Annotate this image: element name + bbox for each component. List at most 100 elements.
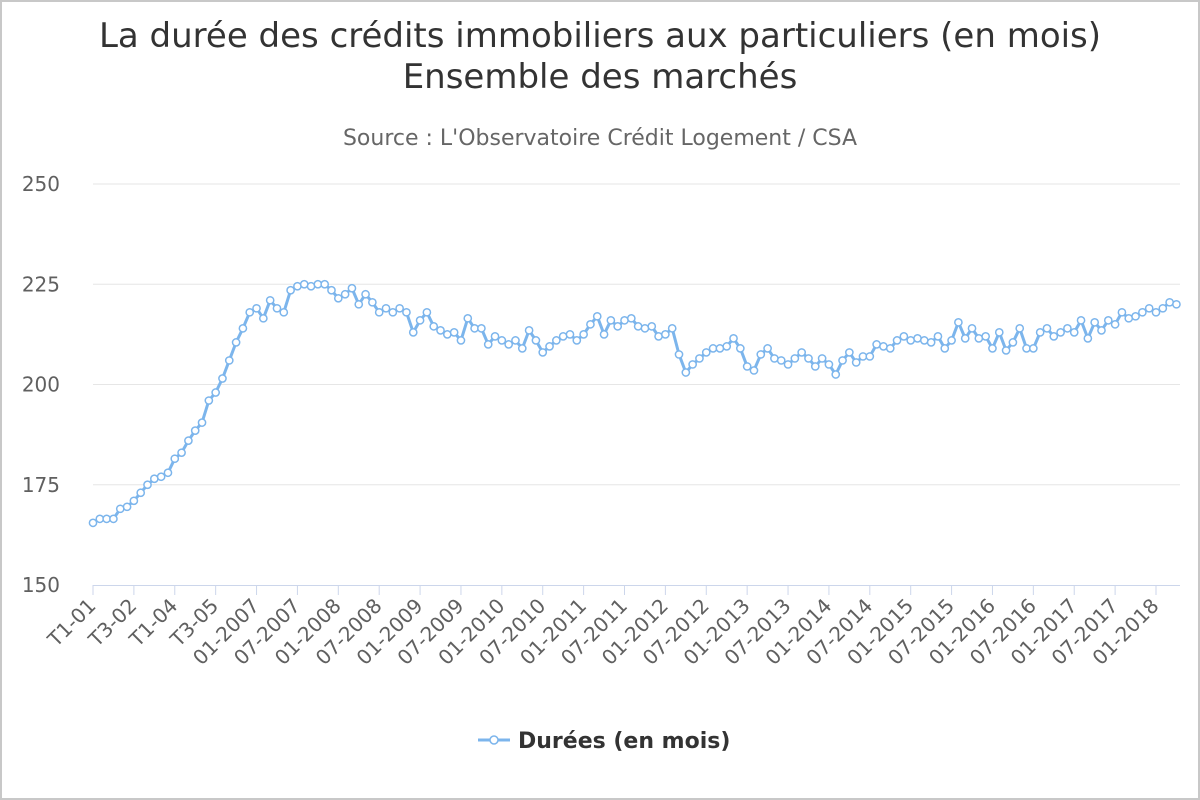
data-point xyxy=(531,336,541,345)
data-point xyxy=(817,354,827,363)
data-point xyxy=(742,362,752,371)
data-point xyxy=(224,356,234,365)
data-point xyxy=(327,285,336,295)
data-point xyxy=(211,388,220,397)
data-point xyxy=(1076,315,1086,325)
data-point xyxy=(129,496,139,506)
data-point xyxy=(790,354,800,363)
data-point xyxy=(347,283,357,293)
data-point xyxy=(763,344,772,353)
data-point xyxy=(381,303,391,313)
data-point xyxy=(143,480,152,490)
data-point xyxy=(408,328,418,337)
data-point xyxy=(109,514,118,524)
data-point xyxy=(1172,299,1181,309)
data-point xyxy=(449,328,459,337)
data-point xyxy=(865,352,875,361)
data-point xyxy=(824,360,834,369)
data-point xyxy=(156,472,166,482)
data-point xyxy=(463,313,473,323)
data-point xyxy=(674,350,684,359)
data-point xyxy=(1083,334,1093,343)
data-point xyxy=(1049,332,1059,341)
data-point xyxy=(722,342,732,351)
data-point xyxy=(538,348,548,357)
data-point xyxy=(695,354,704,363)
data-point xyxy=(1103,315,1113,325)
data-point xyxy=(954,317,963,327)
data-point xyxy=(286,285,295,295)
data-point xyxy=(1008,338,1018,347)
data-point xyxy=(606,315,616,325)
data-point xyxy=(504,340,514,349)
data-point xyxy=(1151,307,1161,317)
data-point xyxy=(885,344,895,353)
data-point xyxy=(1138,307,1147,317)
data-point xyxy=(374,307,384,317)
x-axis-labels: T1-01T3-02T1-04T3-0501-200707-200701-200… xyxy=(42,585,1164,670)
data-point xyxy=(586,320,595,329)
data-point xyxy=(1001,346,1011,355)
y-tick-label: 175 xyxy=(22,473,60,497)
data-point xyxy=(933,332,943,341)
data-point xyxy=(136,488,146,498)
data-point xyxy=(279,307,289,317)
data-point xyxy=(981,332,991,341)
data-point xyxy=(456,336,466,345)
series-markers xyxy=(88,279,1181,528)
data-point xyxy=(810,362,820,371)
data-point xyxy=(947,336,956,345)
data-point xyxy=(831,370,841,379)
data-point xyxy=(361,289,370,299)
data-point xyxy=(1029,344,1038,353)
data-point xyxy=(422,307,432,317)
chart-subtitle: Source : L'Observatoire Crédit Logement … xyxy=(343,126,857,151)
data-point xyxy=(265,295,275,305)
data-point xyxy=(647,322,657,331)
data-point xyxy=(477,324,486,333)
y-tick-label: 225 xyxy=(22,272,60,296)
data-point xyxy=(402,307,411,317)
data-point xyxy=(926,338,936,347)
data-point xyxy=(552,336,561,345)
legend-symbol-marker xyxy=(489,735,499,745)
data-point xyxy=(517,344,527,353)
data-point xyxy=(1069,328,1079,337)
chart-title-line-1: La durée des crédits immobiliers aux par… xyxy=(99,16,1101,56)
data-point xyxy=(776,356,786,365)
data-point xyxy=(960,334,970,343)
data-point xyxy=(197,418,207,427)
y-axis-labels: 150 175 200 225 250 xyxy=(22,172,60,597)
data-point xyxy=(184,436,193,445)
data-point xyxy=(579,330,588,339)
chart-title-line-2: Ensemble des marchés xyxy=(403,57,798,97)
data-point xyxy=(1015,324,1025,333)
data-point xyxy=(899,332,909,341)
data-point xyxy=(565,330,575,339)
data-point xyxy=(572,336,582,345)
data-point xyxy=(177,448,186,458)
data-point xyxy=(1110,320,1120,329)
data-point xyxy=(163,468,173,478)
data-point xyxy=(218,374,227,383)
data-point xyxy=(1056,328,1065,337)
data-point xyxy=(735,344,745,353)
data-point xyxy=(783,360,793,369)
data-point xyxy=(245,307,255,317)
data-point xyxy=(749,366,759,375)
data-point xyxy=(1131,311,1140,321)
data-point xyxy=(1117,307,1127,317)
data-point xyxy=(1144,303,1154,313)
data-point xyxy=(1035,328,1045,337)
data-point xyxy=(688,360,697,369)
data-point xyxy=(320,279,330,289)
data-point xyxy=(429,322,439,331)
data-point xyxy=(988,344,997,353)
data-point xyxy=(490,332,500,341)
data-point xyxy=(272,303,282,313)
data-point xyxy=(368,297,377,307)
data-point xyxy=(231,338,241,347)
data-point xyxy=(661,330,670,339)
legend[interactable]: Durées (en mois) xyxy=(478,729,730,754)
